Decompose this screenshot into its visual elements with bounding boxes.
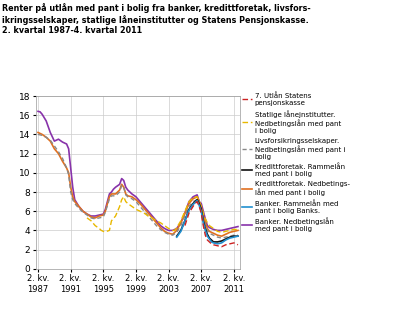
Legend: 7. Utlån Statens
pensjonskasse, Statlige lånejnstitutter.
Nedbetingslån med pant: 7. Utlån Statens pensjonskasse, Statlige… [242,92,350,232]
Text: Renter på utlån med pant i bolig fra banker, kredittforetak, livsfors-
ikringsse: Renter på utlån med pant i bolig fra ban… [2,3,311,35]
